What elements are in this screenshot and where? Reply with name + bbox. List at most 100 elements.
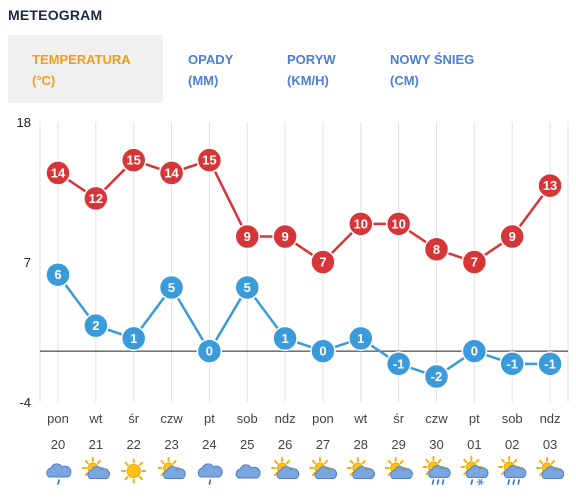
point-max [348, 211, 374, 237]
tab-precipitation-label: OPADY [188, 52, 234, 67]
data-label-max: 7 [471, 255, 478, 270]
data-label-max: 7 [319, 255, 326, 270]
tab-gust[interactable]: PORYW (KM/H) [263, 35, 363, 103]
point-max [158, 160, 185, 186]
day-label: sob [502, 411, 523, 426]
data-label-min: 1 [357, 331, 364, 346]
data-label-min: 0 [471, 344, 478, 359]
date-label: 25 [240, 437, 254, 452]
point-min [310, 338, 336, 364]
partly-cloudy-icon [157, 457, 186, 479]
partly-cloudy-rain-icon [422, 456, 451, 485]
tab-new-snow-unit: (CM) [390, 73, 419, 88]
day-label: pon [312, 411, 334, 426]
date-label: 20 [51, 437, 65, 452]
point-max [45, 160, 71, 186]
point-max [83, 185, 109, 212]
day-label: sob [237, 411, 258, 426]
cloud-icon [235, 464, 261, 479]
date-label: 02 [505, 437, 519, 452]
point-min [272, 325, 298, 352]
date-label: 29 [391, 437, 405, 452]
data-label-min: 5 [244, 280, 251, 295]
data-label-min: -2 [431, 369, 443, 384]
data-label-min: -1 [506, 356, 518, 371]
point-min [385, 351, 412, 377]
day-label: czw [160, 411, 183, 426]
date-label: 01 [467, 437, 481, 452]
point-min [45, 261, 71, 288]
point-min [158, 274, 185, 301]
partly-cloudy-icon [271, 457, 300, 479]
data-label-min: 2 [92, 318, 99, 333]
date-label: 22 [126, 437, 140, 452]
meteogram-title: METEOGRAM [8, 7, 103, 23]
data-label-max: 15 [126, 153, 140, 168]
day-label: wt [88, 411, 102, 426]
sun-icon [121, 458, 147, 484]
data-label-max: 14 [51, 165, 66, 180]
day-label: pt [204, 411, 215, 426]
point-max [537, 172, 563, 199]
cloud-rain-icon [46, 463, 72, 485]
tab-bar: TEMPERATURA (°C) OPADY (MM) PORYW (KM/H)… [8, 35, 568, 103]
point-min [499, 351, 525, 377]
point-min [348, 325, 374, 352]
date-label: 26 [278, 437, 292, 452]
y-tick-label: 7 [24, 255, 31, 270]
tab-precipitation[interactable]: OPADY (MM) [164, 35, 262, 103]
data-label-min: 6 [54, 267, 61, 282]
date-label: 30 [429, 437, 443, 452]
data-label-max: 9 [281, 229, 288, 244]
day-label: ndz [540, 411, 561, 426]
point-min [423, 363, 450, 390]
partly-cloudy-rain-icon [498, 456, 527, 485]
tab-new-snow-label: NOWY ŚNIEG [390, 52, 475, 67]
data-label-max: 9 [244, 229, 251, 244]
point-max [499, 223, 525, 250]
point-min [461, 338, 488, 364]
tab-temperature-label: TEMPERATURA [32, 52, 131, 67]
day-label: czw [425, 411, 448, 426]
data-label-max: 15 [202, 153, 216, 168]
tab-new-snow[interactable]: NOWY ŚNIEG (CM) [366, 35, 506, 103]
point-max [423, 236, 450, 263]
point-min [196, 338, 223, 364]
point-max [196, 147, 223, 173]
day-label: pon [47, 411, 69, 426]
date-label: 27 [316, 437, 330, 452]
date-label: 24 [202, 437, 216, 452]
date-label: 21 [89, 437, 103, 452]
day-label: śr [393, 411, 405, 426]
data-label-min: 5 [168, 280, 175, 295]
point-max [385, 211, 412, 237]
partly-cloudy-icon [536, 457, 565, 479]
day-label: wt [353, 411, 367, 426]
day-label: pt [469, 411, 480, 426]
data-label-max: 14 [164, 165, 179, 180]
cloud-rain-icon [197, 463, 223, 485]
data-label-min: 0 [206, 344, 213, 359]
day-label: ndz [275, 411, 296, 426]
date-label: 28 [354, 437, 368, 452]
y-tick-label: 18 [17, 115, 31, 130]
date-label: 23 [164, 437, 178, 452]
point-min [83, 312, 109, 339]
day-label: śr [128, 411, 140, 426]
data-label-min: -1 [544, 356, 556, 371]
point-max [120, 147, 147, 173]
series-line-max [57, 158, 552, 264]
data-label-max: 9 [509, 229, 516, 244]
tab-temperature[interactable]: TEMPERATURA (°C) [8, 35, 163, 103]
tab-gust-label: PORYW [287, 52, 336, 67]
tab-temperature-unit: (°C) [32, 73, 56, 88]
point-max [272, 223, 298, 250]
data-label-max: 10 [354, 216, 368, 231]
point-max [310, 249, 336, 275]
partly-cloudy-icon [346, 457, 375, 479]
data-label-min: 0 [319, 344, 326, 359]
data-label-min: -1 [393, 356, 405, 371]
point-min [537, 351, 563, 377]
data-label-max: 10 [391, 216, 405, 231]
